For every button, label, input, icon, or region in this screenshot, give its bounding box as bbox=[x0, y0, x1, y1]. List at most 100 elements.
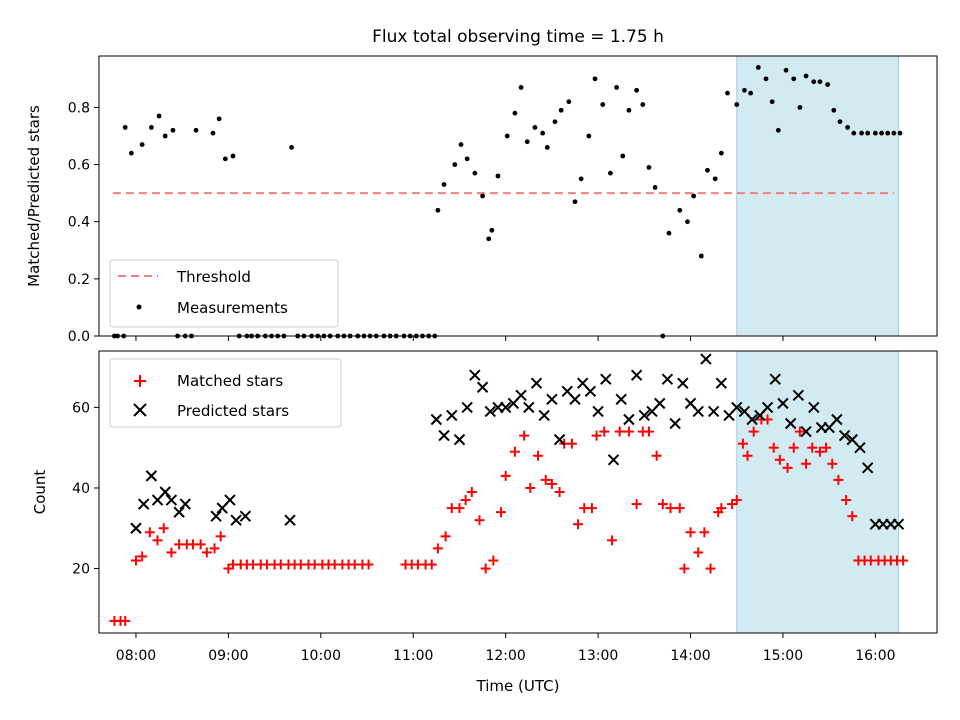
matched-star-point bbox=[599, 426, 610, 437]
predicted-star-point bbox=[861, 462, 874, 474]
measurement-point bbox=[783, 67, 789, 73]
predicted-star-point bbox=[476, 381, 489, 393]
predicted-star-point bbox=[638, 409, 651, 422]
matched-star-point bbox=[195, 539, 206, 550]
matched-star-point bbox=[807, 442, 818, 453]
predicted-star-point bbox=[569, 393, 581, 406]
top-x-axis-ticks bbox=[135, 336, 876, 341]
matched-star-point bbox=[554, 487, 565, 497]
measurement-point bbox=[148, 125, 154, 130]
matched-star-point bbox=[474, 515, 485, 526]
predicted-star-point bbox=[453, 433, 466, 446]
measurement-point bbox=[698, 253, 704, 259]
predicted-star-point bbox=[731, 401, 743, 414]
matched-star-point bbox=[137, 551, 148, 562]
x-axis-label: Time (UTC) bbox=[476, 677, 560, 695]
matched-star-point bbox=[158, 523, 169, 534]
matched-star-point bbox=[801, 458, 812, 469]
x-tick-label: 12:00 bbox=[485, 648, 525, 664]
x-tick-label: 15:00 bbox=[763, 648, 803, 664]
measurement-point bbox=[885, 130, 891, 136]
measurement-point bbox=[817, 79, 823, 85]
matched-star-point bbox=[509, 446, 520, 457]
measurement-point bbox=[845, 125, 851, 130]
bottom-span-rect bbox=[736, 350, 899, 634]
measurement-point bbox=[851, 130, 857, 136]
top-y-tick-label: 0.4 bbox=[68, 215, 90, 231]
predicted-star-point bbox=[515, 389, 527, 402]
top-legend-box bbox=[109, 259, 339, 328]
predicted-legend-label: Predicted stars bbox=[177, 402, 289, 420]
measurement-point bbox=[532, 125, 538, 130]
predicted-star-point bbox=[854, 441, 866, 454]
predicted-star-point bbox=[584, 385, 597, 397]
measurement-point bbox=[552, 119, 558, 125]
matched-star-point bbox=[674, 503, 685, 514]
bottom-legend: Matched stars Predicted stars bbox=[109, 358, 342, 428]
predicted-star-point bbox=[446, 409, 458, 422]
matched-star-point bbox=[742, 450, 753, 461]
predicted-star-point bbox=[784, 417, 797, 430]
predicted-star-point bbox=[145, 470, 158, 482]
matched-star-point bbox=[591, 430, 602, 441]
bottom-y-tick-label: 20 bbox=[72, 562, 90, 578]
top-measurement-points bbox=[112, 65, 903, 339]
predicted-star-point bbox=[173, 506, 185, 518]
measurement-point bbox=[691, 193, 697, 199]
predicted-star-point bbox=[224, 494, 236, 506]
matched-star-point bbox=[546, 478, 557, 489]
predicted-star-point bbox=[715, 377, 728, 389]
matched-star-point bbox=[833, 474, 844, 485]
predicted-star-point bbox=[484, 405, 496, 418]
predicted-star-point bbox=[615, 393, 627, 406]
predicted-star-point bbox=[761, 401, 774, 414]
matched-star-point bbox=[533, 450, 544, 461]
matched-star-point bbox=[782, 462, 793, 473]
measurement-point bbox=[705, 167, 710, 173]
top-plot-frame bbox=[98, 55, 938, 337]
x-tick-label: 16:00 bbox=[855, 648, 895, 664]
measurement-point bbox=[600, 102, 606, 107]
matched-star-point bbox=[152, 535, 163, 546]
measurement-point bbox=[811, 79, 817, 85]
measurement-point bbox=[472, 170, 478, 176]
measurement-point bbox=[452, 162, 458, 167]
measurement-point bbox=[566, 99, 572, 105]
matched-star-point bbox=[827, 458, 838, 469]
top-y-tick-label: 0.0 bbox=[68, 329, 90, 345]
predicted-star-point bbox=[553, 433, 566, 446]
predicted-star-point bbox=[165, 494, 178, 506]
measurement-point bbox=[775, 127, 781, 133]
matched-star-point bbox=[144, 527, 155, 538]
predicted-star-point bbox=[430, 413, 443, 426]
measurement-point bbox=[210, 130, 216, 136]
matched-star-point bbox=[623, 426, 634, 437]
matched-star-point bbox=[454, 503, 465, 514]
predicted-star-point bbox=[892, 518, 905, 530]
predicted-star-point bbox=[530, 377, 543, 389]
measurement-point bbox=[435, 207, 441, 213]
top-y-tick-label: 0.2 bbox=[68, 272, 90, 288]
top-span-rect bbox=[736, 55, 899, 337]
predicted-star-point bbox=[623, 413, 635, 426]
bottom-plot-frame bbox=[98, 350, 938, 634]
matched-star-point bbox=[699, 527, 710, 538]
measurement-point bbox=[797, 105, 803, 110]
measurement-point bbox=[608, 170, 613, 176]
predicted-star-point bbox=[230, 514, 242, 526]
predicted-star-point bbox=[130, 522, 142, 534]
x-tick-label: 14:00 bbox=[670, 648, 710, 664]
predicted-star-point bbox=[654, 397, 666, 410]
matched-star-point bbox=[794, 426, 805, 437]
measurement-point bbox=[230, 153, 236, 159]
matched-star-point bbox=[540, 474, 551, 485]
measurement-point bbox=[859, 130, 864, 136]
top-panel: Flux total observing time = 1.75 h 0.00.… bbox=[25, 27, 938, 345]
predicted-star-point bbox=[792, 389, 805, 402]
measurement-point bbox=[634, 87, 640, 93]
measurement-point bbox=[558, 107, 564, 113]
predicted-star-point bbox=[769, 373, 781, 385]
matched-star-point bbox=[480, 563, 491, 574]
matched-star-point bbox=[519, 430, 530, 441]
matched-star-point bbox=[566, 438, 577, 449]
